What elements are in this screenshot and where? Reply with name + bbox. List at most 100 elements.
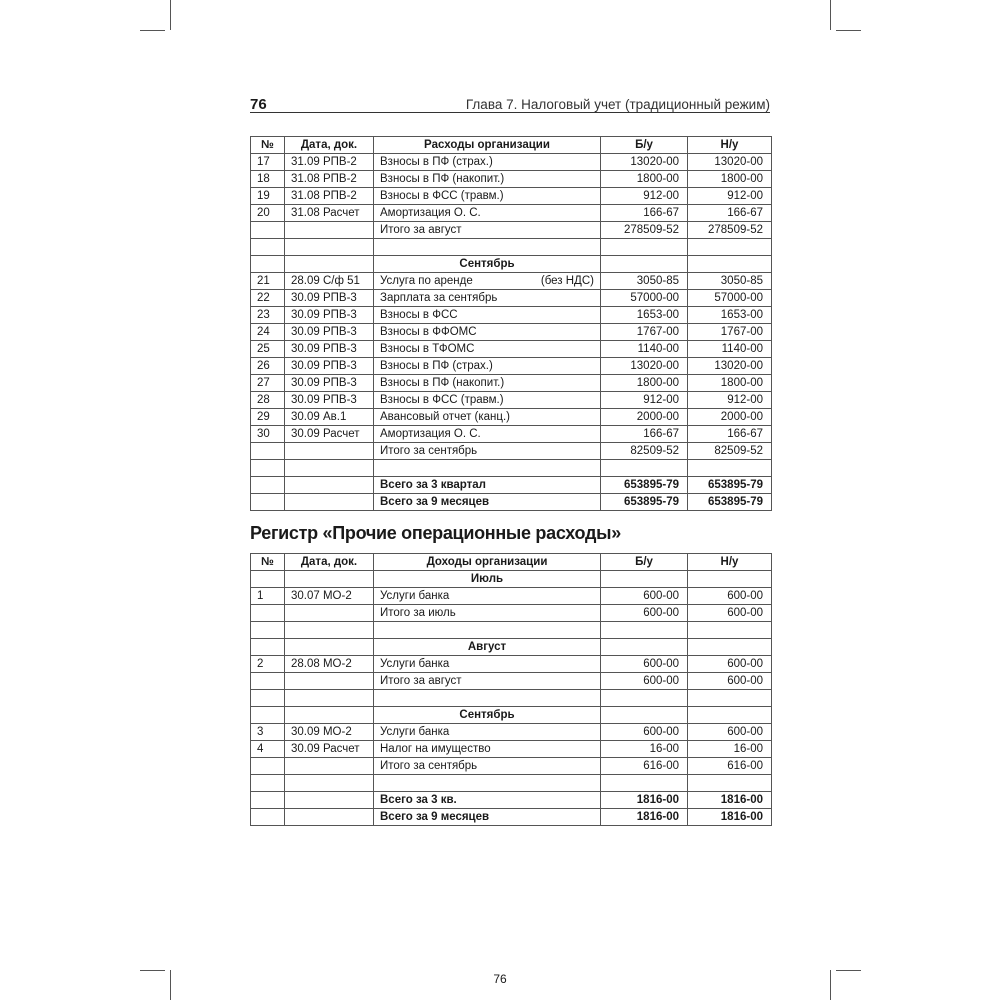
cell-number: 28 xyxy=(250,391,285,409)
section-title: Регистр «Прочие операционные расходы» xyxy=(250,523,621,543)
month-section-row: Июль xyxy=(250,570,772,588)
cell-number: 3 xyxy=(250,723,285,741)
cell-description: Взносы в ПФ (страх.) xyxy=(373,153,601,171)
cell-number: 19 xyxy=(250,187,285,205)
cell-nu: 616-00 xyxy=(687,757,772,775)
header-description: Доходы организации xyxy=(373,553,601,571)
cell-description: Взносы в ПФ (накопит.) xyxy=(373,170,601,188)
cell-date xyxy=(284,459,374,477)
cell-number: 27 xyxy=(250,374,285,392)
table-row xyxy=(250,621,772,639)
cell-description xyxy=(373,689,601,707)
crop-mark xyxy=(836,970,861,971)
cell-date xyxy=(284,621,374,639)
table-row: 26 30.09 РПВ-3 Взносы в ПФ (страх.) 13020-0… xyxy=(250,357,772,375)
header-nu: Н/у xyxy=(687,136,772,154)
cell-date: 28.08 МО-2 xyxy=(284,655,374,673)
header-bu: Б/у xyxy=(600,553,688,571)
cell-date xyxy=(284,221,374,239)
table-row: 4 30.09 Расчет Налог на имущество 16-00 16-0… xyxy=(250,740,772,758)
cell-date xyxy=(284,255,374,273)
crop-mark xyxy=(140,970,165,971)
cell-date: 30.09 МО-2 xyxy=(284,723,374,741)
section-label: Июль xyxy=(373,570,601,588)
cell-description: Итого за август xyxy=(373,221,601,239)
cell-date: 31.08 РПВ-2 xyxy=(284,187,374,205)
description-text: Всего за 9 месяцев xyxy=(380,811,490,823)
header-date: Дата, док. xyxy=(284,136,374,154)
table-row: 2 28.08 МО-2 Услуги банка 600-00 600-00 xyxy=(250,655,772,673)
cell-nu: 653895-79 xyxy=(687,493,772,511)
description-text: Итого за август xyxy=(380,675,462,687)
crop-mark xyxy=(836,30,861,31)
table-row: 23 30.09 РПВ-3 Взносы в ФСС 1653-00 1653-00 xyxy=(250,306,772,324)
header-number: № xyxy=(250,553,285,571)
cell-nu: 600-00 xyxy=(687,587,772,605)
cell-nu: 1816-00 xyxy=(687,791,772,809)
cell-number xyxy=(250,476,285,494)
cell-nu: 912-00 xyxy=(687,187,772,205)
cell-number: 29 xyxy=(250,408,285,426)
cell-date xyxy=(284,757,374,775)
total-row: Всего за 3 кв. 1816-00 1816-00 xyxy=(250,791,772,809)
cell-nu: 13020-00 xyxy=(687,357,772,375)
cell-number: 30 xyxy=(250,425,285,443)
cell-date xyxy=(284,672,374,690)
cell-description: Услуги банка xyxy=(373,655,601,673)
cell-bu: 16-00 xyxy=(600,740,688,758)
table-row xyxy=(250,774,772,792)
cell-date: 30.09 Ав.1 xyxy=(284,408,374,426)
running-head: 76 Глава 7. Налоговый учет (традиционный… xyxy=(250,96,770,113)
cell-date xyxy=(284,689,374,707)
cell-date: 30.09 Расчет xyxy=(284,740,374,758)
cell-number xyxy=(250,808,285,826)
cell-description xyxy=(373,774,601,792)
cell-description: Всего за 3 квартал xyxy=(373,476,601,494)
description-text: Услуги банка xyxy=(380,726,450,738)
cell-date xyxy=(284,706,374,724)
cell-number: 2 xyxy=(250,655,285,673)
table-row: 21 28.09 С/ф 51 Услуга по аренде (без НДС) 3… xyxy=(250,272,772,290)
cell-bu xyxy=(600,238,688,256)
cell-description: Амортизация О. С. xyxy=(373,204,601,222)
cell-description: Налог на имущество xyxy=(373,740,601,758)
cell-nu xyxy=(687,689,772,707)
cell-date xyxy=(284,442,374,460)
cell-bu xyxy=(600,621,688,639)
section-label: Август xyxy=(373,638,601,656)
month-section-row: Сентябрь xyxy=(250,255,772,273)
cell-description: Итого за август xyxy=(373,672,601,690)
cell-bu: 278509-52 xyxy=(600,221,688,239)
table-row: Итого за июль 600-00 600-00 xyxy=(250,604,772,622)
cell-date xyxy=(284,791,374,809)
cell-bu xyxy=(600,638,688,656)
cell-date xyxy=(284,638,374,656)
cell-bu: 616-00 xyxy=(600,757,688,775)
cell-number xyxy=(250,757,285,775)
description-text: Взносы в ПФ (страх.) xyxy=(380,156,493,168)
cell-number xyxy=(250,604,285,622)
cell-bu: 600-00 xyxy=(600,723,688,741)
cell-nu xyxy=(687,706,772,724)
cell-number: 22 xyxy=(250,289,285,307)
cell-nu: 278509-52 xyxy=(687,221,772,239)
cell-bu: 600-00 xyxy=(600,604,688,622)
cell-date: 31.08 Расчет xyxy=(284,204,374,222)
cell-date: 31.08 РПВ-2 xyxy=(284,170,374,188)
description-text: Услуга по аренде xyxy=(380,275,473,287)
other-expenses-table: № Дата, док. Доходы организации Б/у Н/у Июль 1… xyxy=(250,553,772,826)
cell-date xyxy=(284,604,374,622)
cell-bu: 653895-79 xyxy=(600,493,688,511)
cell-bu: 166-67 xyxy=(600,204,688,222)
cell-date: 30.07 МО-2 xyxy=(284,587,374,605)
cell-description: Всего за 3 кв. xyxy=(373,791,601,809)
cell-nu: 1767-00 xyxy=(687,323,772,341)
cell-description xyxy=(373,238,601,256)
cell-bu: 653895-79 xyxy=(600,476,688,494)
cell-description: Услуги банка xyxy=(373,587,601,605)
footer-page-number: 76 xyxy=(493,972,507,986)
description-note: (без НДС) xyxy=(540,275,594,287)
cell-bu: 2000-00 xyxy=(600,408,688,426)
cell-nu: 82509-52 xyxy=(687,442,772,460)
cell-number: 20 xyxy=(250,204,285,222)
